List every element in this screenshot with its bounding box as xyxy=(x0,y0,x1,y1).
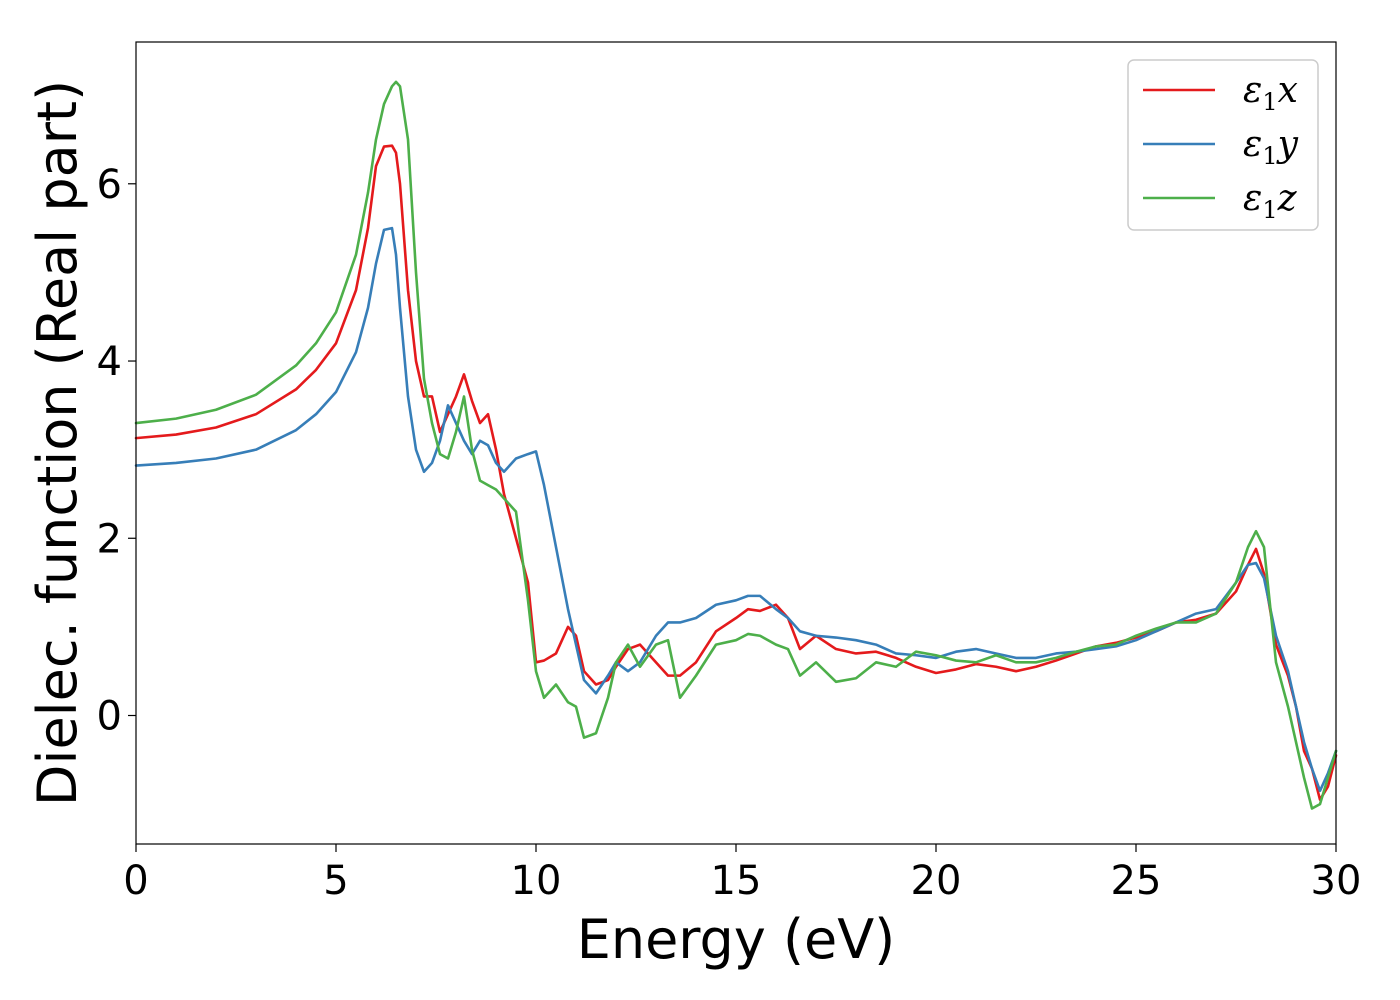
x-tick-label: 5 xyxy=(323,858,348,904)
legend-label-2: ε1y xyxy=(1243,124,1299,170)
ticks-layer: 0 5 10 15 20 25 30 0 2 4 6 xyxy=(97,162,1362,904)
y-tick-label: 2 xyxy=(97,516,122,562)
series-layer xyxy=(134,80,1338,810)
x-tick-label: 10 xyxy=(511,858,562,904)
x-tick-label: 20 xyxy=(911,858,962,904)
x-tick-label: 15 xyxy=(711,858,762,904)
legend-box xyxy=(1127,59,1319,231)
x-tick-label: 30 xyxy=(1311,858,1362,904)
series-line-3 xyxy=(134,80,1338,810)
legend-label-3: ε1z xyxy=(1243,178,1298,224)
y-axis-title: Dielec. function (Real part) xyxy=(26,80,89,806)
x-tick-label: 0 xyxy=(123,858,148,904)
series-line-2 xyxy=(134,226,1338,793)
y-tick-label: 0 xyxy=(97,694,122,740)
x-tick-label: 25 xyxy=(1111,858,1162,904)
y-tick-label: 4 xyxy=(97,339,122,385)
x-axis-title: Energy (eV) xyxy=(577,908,896,971)
legend: ε1x ε1y ε1z xyxy=(1127,59,1319,231)
legend-label-1: ε1x xyxy=(1243,70,1298,116)
y-tick-label: 6 xyxy=(97,162,122,208)
